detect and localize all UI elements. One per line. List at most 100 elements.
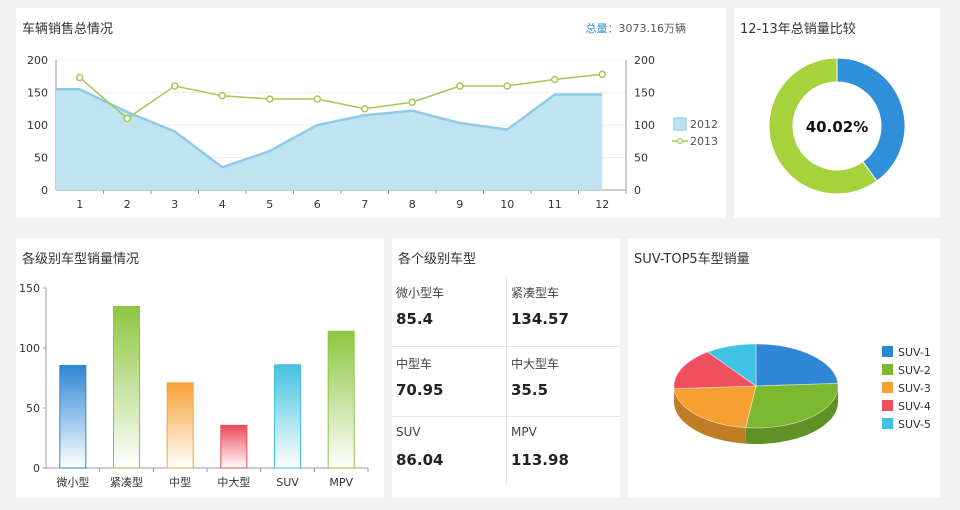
bar — [113, 306, 140, 469]
level-cell: 中大型车 35.5 — [506, 346, 620, 416]
x-tick-label: 3 — [171, 198, 178, 211]
donut-slice — [768, 57, 878, 195]
x-tick-label: 2 — [124, 198, 131, 211]
point-2013 — [361, 105, 369, 113]
legend-label: SUV-4 — [898, 400, 931, 413]
point-2013 — [503, 82, 511, 90]
area-2012-edge — [56, 88, 603, 169]
legend-swatch — [882, 346, 893, 357]
point-2013 — [218, 92, 226, 100]
legend-swatch-2012 — [673, 117, 687, 131]
legend-label-2013: 2013 — [690, 135, 718, 148]
x-tick-label: 中大型 — [217, 475, 250, 489]
point-2013 — [123, 114, 131, 123]
point-2013 — [76, 73, 84, 82]
y-tick-label-right: 200 — [634, 54, 655, 67]
legend-label: SUV-2 — [898, 364, 931, 377]
level-cell: SUV 86.04 — [392, 416, 506, 486]
donut-panel: 12-13年总销量比较 40.02% — [734, 8, 940, 218]
y-tick-label: 150 — [19, 282, 40, 295]
legend-label: SUV-3 — [898, 382, 931, 395]
level-cell-value: 86.04 — [396, 451, 444, 469]
y-tick-label-right: 150 — [634, 87, 655, 100]
level-cell-label: SUV — [396, 425, 421, 439]
sales-title: 车辆销售总情况 — [22, 22, 114, 37]
y-tick-label-left: 200 — [27, 54, 48, 67]
y-tick-label-left: 150 — [27, 87, 48, 100]
x-tick-label: 11 — [548, 198, 562, 211]
pie-slice — [706, 343, 757, 387]
suv-pie-chart: SUV-1 SUV-2 SUV-3 SUV-4 SUV-5 — [673, 343, 931, 444]
level-sales-panel: 各级别车型销量情况 0 50 100 150 微小型 紧凑型 中型 中大型 SUV MPV — [16, 238, 384, 498]
suv-top5-title: SUV-TOP5车型销量 — [634, 252, 750, 267]
area-2012 — [56, 89, 603, 190]
x-tick-label: 紧凑型 — [110, 475, 143, 489]
level-types-panel: 各个级别车型 微小型车 85.4 紧凑型车 134.57 中型车 70.95 中大型车 35.… — [392, 238, 620, 498]
pie-slice — [745, 382, 839, 429]
bar-chart: 0 50 100 150 微小型 紧凑型 中型 中大型 SUV MPV — [19, 282, 369, 489]
level-cell-label: MPV — [511, 425, 537, 439]
x-tick-label: 9 — [456, 198, 463, 211]
level-cell-value: 70.95 — [396, 381, 444, 399]
donut-title: 12-13年总销量比较 — [740, 22, 856, 37]
x-tick-label: 12 — [595, 198, 609, 211]
point-2013 — [408, 98, 416, 106]
y-tick-label-left: 0 — [41, 184, 48, 197]
legend-swatch — [882, 364, 893, 375]
y-tick-label-right: 100 — [634, 119, 655, 132]
y-tick-label-right: 50 — [634, 152, 648, 165]
y-tick-label-right: 0 — [634, 184, 641, 197]
level-cell-label: 中型车 — [396, 357, 433, 371]
level-cell-label: 中大型车 — [511, 357, 560, 371]
legend-swatch — [882, 382, 893, 393]
legend-marker-2013 — [676, 137, 684, 145]
x-tick-label: 7 — [361, 198, 368, 211]
donut-chart: 40.02% — [768, 57, 906, 195]
point-2013 — [266, 95, 274, 103]
total-label: 总量： — [585, 22, 619, 35]
donut-center-label: 40.02% — [806, 118, 868, 136]
y-tick-label-left: 100 — [27, 119, 48, 132]
x-tick-label: 4 — [219, 198, 226, 211]
x-tick-label: 8 — [409, 198, 416, 211]
legend-label-2012: 2012 — [690, 118, 718, 131]
y-tick-label-left: 50 — [34, 152, 48, 165]
total-value: 3073.16万辆 — [618, 22, 687, 35]
level-cell-value: 85.4 — [396, 310, 434, 328]
point-2013 — [313, 95, 321, 103]
level-cell: 紧凑型车 134.57 — [506, 276, 620, 346]
pie-slice — [673, 351, 758, 390]
pie-slice — [673, 385, 757, 429]
pie-slice-side — [674, 388, 746, 444]
legend-label: SUV-5 — [898, 418, 931, 431]
level-cell-label: 微小型车 — [396, 286, 445, 300]
point-2013 — [171, 82, 179, 90]
suv-top5-panel: SUV-TOP5车型销量 SUV-1 SUV-2 SUV-3 SUV-4 SUV-5 — [628, 238, 940, 498]
y-tick-label: 50 — [26, 402, 40, 415]
level-cell-value: 113.98 — [511, 451, 569, 469]
x-tick-label: 微小型 — [56, 475, 89, 489]
x-tick-label: 中型 — [169, 475, 191, 489]
bar — [166, 382, 194, 469]
level-cell: MPV 113.98 — [506, 416, 620, 486]
level-cell-value: 134.57 — [511, 310, 569, 328]
sales-total: 总量：3073.16万辆 — [586, 20, 687, 36]
pie-slice — [755, 343, 839, 387]
level-cell: 中型车 70.95 — [392, 346, 506, 416]
bar — [220, 424, 248, 469]
bar — [327, 330, 355, 469]
x-tick-label: 6 — [314, 198, 321, 211]
legend-swatch — [882, 400, 893, 411]
point-2013 — [456, 82, 464, 90]
x-tick-label: 1 — [76, 198, 83, 211]
level-cell-label: 紧凑型车 — [511, 286, 560, 300]
x-tick-label: SUV — [276, 476, 299, 489]
bar — [274, 364, 301, 469]
level-sales-title: 各级别车型销量情况 — [22, 252, 140, 267]
bar — [59, 365, 87, 469]
y-tick-label: 100 — [19, 342, 40, 355]
point-2013 — [551, 75, 559, 84]
level-types-title: 各个级别车型 — [398, 252, 477, 267]
legend-swatch — [882, 418, 893, 429]
